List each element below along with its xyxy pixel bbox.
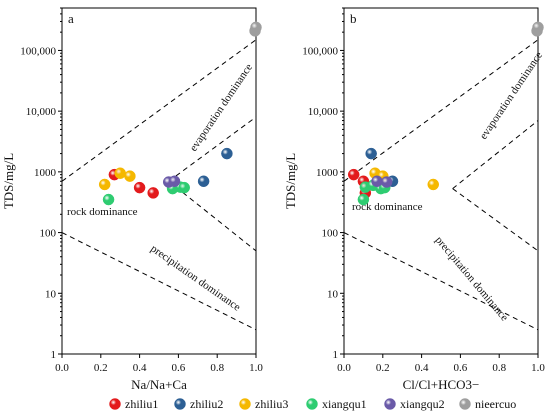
- data-point-nieercuo: [250, 21, 262, 34]
- data-point-zhiliu1: [147, 187, 159, 199]
- panel-a-evaporation-label: evaporation dominance: [188, 62, 256, 154]
- legend-label-zhiliu3: zhiliu3: [255, 397, 288, 411]
- x-tick-label: 1.0: [249, 362, 263, 374]
- panel-a-y-ticks: 1 10 100 1000 10,000 100,000: [20, 7, 62, 361]
- panel-a-y-axis-label: TDS/mg/L: [1, 153, 16, 209]
- legend-marker-nieercuo: [459, 398, 471, 410]
- y-tick-label: 10,000: [308, 106, 339, 118]
- panel-b-evaporation-label: evaporation dominance: [478, 50, 546, 142]
- panel-a-x-ticks: 0.0 0.2 0.4 0.6 0.8 1.0: [55, 354, 263, 374]
- x-tick-label: 0.2: [94, 362, 108, 374]
- legend-label-zhiliu1: zhiliu1: [125, 397, 158, 411]
- panel-b-rock-label: rock dominance: [352, 201, 423, 213]
- y-tick-label: 1: [333, 349, 339, 361]
- legend-marker-zhiliu1: [109, 398, 121, 410]
- panel-b-y-ticks: 1 10 100 1000 10,000 100,000: [302, 7, 344, 361]
- data-point-xiangqu2: [168, 175, 181, 188]
- boundary-line: [61, 39, 257, 182]
- panel-b-x-ticks: 0.0 0.2 0.4 0.6 0.8 1.0: [337, 354, 545, 374]
- x-tick-label: 0.6: [172, 362, 186, 374]
- y-tick-label: 100: [40, 228, 57, 240]
- data-point-zhiliu1: [133, 181, 146, 194]
- data-point-xiangqu2: [371, 175, 383, 188]
- legend-marker-zhiliu3: [239, 398, 251, 410]
- panel-b-boundary-lines: [343, 39, 539, 331]
- data-point-nieercuo: [532, 21, 544, 34]
- y-tick-label: 1: [51, 349, 57, 361]
- panel-b-y-axis-label: TDS/mg/L: [283, 153, 298, 209]
- data-point-xiangqu1: [102, 193, 115, 206]
- y-tick-label: 10,000: [26, 106, 57, 118]
- legend-marker-xiangqu2: [384, 398, 396, 410]
- boundary-line: [452, 120, 539, 189]
- x-tick-label: 0.2: [376, 362, 390, 374]
- panel-a-points: [98, 21, 262, 206]
- x-tick-label: 0.0: [337, 362, 351, 374]
- panel-b-points: [347, 21, 544, 206]
- panel-a-boundary-lines: [61, 39, 257, 331]
- data-point-xiangqu2: [380, 176, 393, 188]
- y-tick-label: 10: [327, 288, 339, 300]
- boundary-line: [452, 188, 539, 252]
- x-tick-label: 0.4: [133, 362, 147, 374]
- y-tick-label: 100,000: [20, 45, 56, 57]
- panel-b-x-axis-label-text: Cl/Cl+HCO3−: [403, 377, 480, 392]
- y-tick-label: 100: [322, 228, 339, 240]
- panel-a-x-axis-label: Na/Na+Ca: [131, 377, 187, 392]
- legend-label-nieercuo: nieercuo: [475, 397, 516, 411]
- panel-a-label: a: [68, 11, 74, 26]
- data-point-zhiliu3: [114, 167, 126, 179]
- data-point-zhiliu3: [98, 178, 111, 191]
- x-tick-label: 1.0: [531, 362, 545, 374]
- data-point-zhiliu3: [124, 170, 136, 182]
- panel-b-label: b: [350, 11, 357, 26]
- y-tick-label: 10: [45, 288, 57, 300]
- boundary-line: [343, 232, 539, 331]
- panel-a-rock-label: rock dominance: [67, 206, 138, 218]
- panel-a-precipitation-label: precipitation dominance: [148, 243, 242, 314]
- legend-label-xiangqu1: xiangqu1: [322, 397, 367, 411]
- data-point-xiangqu1: [357, 193, 370, 206]
- x-tick-label: 0.8: [492, 362, 506, 374]
- x-tick-label: 0.0: [55, 362, 69, 374]
- data-point-zhiliu2: [365, 147, 377, 160]
- data-point-zhiliu2: [221, 147, 233, 160]
- panel-b-precipitation-label: precipitation dominance: [433, 234, 511, 323]
- x-tick-label: 0.8: [210, 362, 224, 374]
- data-point-zhiliu1: [347, 168, 360, 181]
- x-tick-label: 0.6: [454, 362, 468, 374]
- legend-label-xiangqu2: xiangqu2: [400, 397, 445, 411]
- y-tick-label: 1000: [316, 167, 339, 179]
- legend-marker-xiangqu1: [306, 398, 318, 410]
- panel-b-x-axis-label: Cl/Cl+HCO3−: [403, 377, 480, 392]
- x-tick-label: 0.4: [415, 362, 429, 374]
- legend-marker-zhiliu2: [174, 398, 186, 410]
- y-tick-label: 1000: [34, 167, 57, 179]
- boundary-line: [343, 39, 539, 182]
- legend: zhiliu1 zhiliu2 zhiliu3 xiangqu1 xiangqu2 nie…: [109, 397, 516, 411]
- boundary-line: [61, 232, 257, 331]
- boundary-line: [168, 116, 257, 182]
- data-point-zhiliu2: [197, 175, 210, 188]
- data-point-zhiliu3: [427, 178, 439, 191]
- y-tick-label: 100,000: [302, 45, 338, 57]
- data-point-xiangqu1: [178, 181, 190, 194]
- legend-label-zhiliu2: zhiliu2: [190, 397, 223, 411]
